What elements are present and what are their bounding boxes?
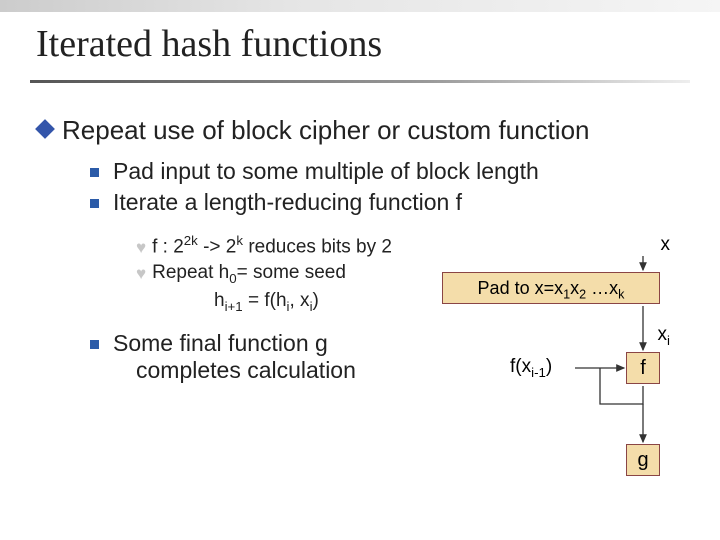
t: ) xyxy=(546,356,552,377)
t: 2k xyxy=(184,233,198,248)
t: …x xyxy=(586,278,618,298)
flow-diagram: x Pad to x=x1x2 …xk xi f(xi-1) f g xyxy=(430,234,690,514)
fx-prev-label: f(xi-1) xyxy=(510,356,552,380)
t: i+1 xyxy=(225,299,243,314)
sub1-text: Pad input to some multiple of block leng… xyxy=(113,158,539,184)
bullet-level3-3: hi+1 = f(hi, xi) xyxy=(136,288,392,316)
sub2-text: Iterate a length-reducing function f xyxy=(113,189,462,215)
bullet-level3-1: ♥f : 22k -> 2k reduces bits by 2 xyxy=(136,232,392,260)
t: ) xyxy=(313,290,319,311)
bullet-level1: Repeat use of block cipher or custom fun… xyxy=(38,115,590,146)
square-icon xyxy=(90,199,99,208)
heart-icon: ♥ xyxy=(136,264,146,283)
t: = f(h xyxy=(243,290,287,311)
heart-icon: ♥ xyxy=(136,238,146,257)
bullet1-text: Repeat use of block cipher or custom fun… xyxy=(62,115,590,145)
f-box: f xyxy=(626,352,660,384)
t: h xyxy=(214,290,225,311)
t: = some seed xyxy=(237,262,346,283)
title-underline xyxy=(30,80,690,83)
pad-box: Pad to x=x1x2 …xk xyxy=(442,272,660,304)
t: Repeat h xyxy=(152,262,229,283)
t: f : 2 xyxy=(152,236,184,257)
level2-group-a: Pad input to some multiple of block leng… xyxy=(90,158,539,220)
t: i-1 xyxy=(531,365,546,380)
bullet-level3-2: ♥ Repeat h0= some seed xyxy=(136,260,392,288)
t: reduces bits by 2 xyxy=(243,236,392,257)
t: i xyxy=(667,333,670,348)
t: f(x xyxy=(510,356,531,377)
t: Pad to x=x xyxy=(478,278,564,298)
square-icon xyxy=(90,168,99,177)
square-icon xyxy=(90,340,99,349)
bullet-level2-2: Iterate a length-reducing function f xyxy=(90,189,539,216)
sub6-text: Some final function g xyxy=(113,330,328,356)
diamond-icon xyxy=(35,119,55,139)
bullet-level2-1: Pad input to some multiple of block leng… xyxy=(90,158,539,185)
t: -> 2 xyxy=(198,236,237,257)
t: 0 xyxy=(229,271,236,286)
bullet-level2-3: Some final function g completes calculat… xyxy=(90,330,356,384)
x-label: x xyxy=(661,234,671,256)
t: k xyxy=(618,288,624,302)
xi-label: xi xyxy=(658,324,670,348)
level3-group: ♥f : 22k -> 2k reduces bits by 2 ♥Repeat… xyxy=(136,232,392,315)
sub6b-text: completes calculation xyxy=(90,357,356,384)
top-gradient-bar xyxy=(0,0,720,12)
g-box: g xyxy=(626,444,660,476)
t: x xyxy=(658,324,668,345)
page-title: Iterated hash functions xyxy=(36,22,382,66)
t: , x xyxy=(290,290,310,311)
t: x xyxy=(570,278,579,298)
